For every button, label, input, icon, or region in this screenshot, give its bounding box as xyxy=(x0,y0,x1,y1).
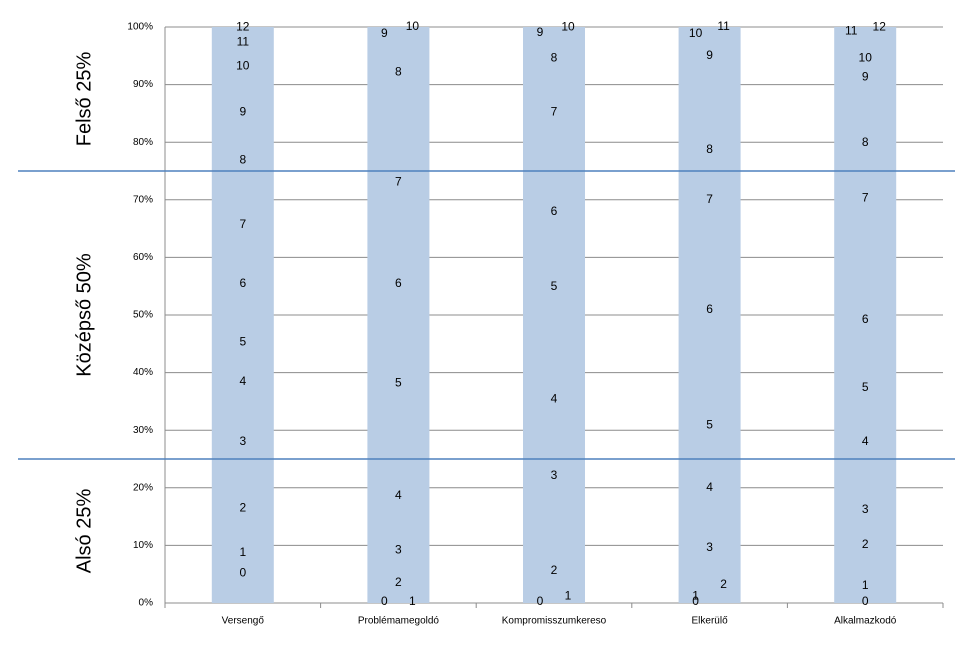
score-label: 0 xyxy=(692,594,699,608)
score-label: 0 xyxy=(239,565,246,579)
score-label: 10 xyxy=(236,58,250,72)
bar xyxy=(834,27,897,603)
score-label: 0 xyxy=(537,594,544,608)
score-label: 8 xyxy=(239,152,246,166)
score-label: 2 xyxy=(395,575,402,589)
score-label: 7 xyxy=(551,105,558,119)
y-tick-label: 70% xyxy=(133,194,153,205)
score-label: 8 xyxy=(395,64,402,78)
score-label: 0 xyxy=(862,594,869,608)
score-label: 2 xyxy=(239,500,246,514)
score-label: 6 xyxy=(239,276,246,290)
score-label: 2 xyxy=(720,577,727,591)
score-label: 3 xyxy=(239,434,246,448)
score-label: 9 xyxy=(706,48,713,62)
bar xyxy=(211,27,274,603)
score-label: 5 xyxy=(862,380,869,394)
score-label: 5 xyxy=(395,375,402,389)
score-label: 2 xyxy=(862,537,869,551)
score-label: 9 xyxy=(381,26,388,40)
score-label: 3 xyxy=(551,468,558,482)
score-label: 4 xyxy=(706,480,713,494)
y-tick-label: 50% xyxy=(133,310,153,321)
x-tick-label: Kompromisszumkereso xyxy=(502,616,607,627)
x-tick-label: Elkerülő xyxy=(692,616,729,627)
score-label: 9 xyxy=(862,69,869,83)
score-label: 3 xyxy=(395,542,402,556)
score-label: 10 xyxy=(859,50,873,64)
y-tick-label: 80% xyxy=(133,137,153,148)
score-label: 1 xyxy=(409,594,416,608)
y-tick-label: 90% xyxy=(133,79,153,90)
score-label: 12 xyxy=(236,19,250,33)
x-tick-label: Versengő xyxy=(222,616,265,627)
score-label: 1 xyxy=(692,588,699,602)
score-label: 4 xyxy=(551,391,558,405)
y-tick-label: 10% xyxy=(133,540,153,551)
y-tick-label: 40% xyxy=(133,367,153,378)
score-label: 11 xyxy=(717,19,730,33)
y-tick-label: 30% xyxy=(133,425,153,436)
score-label: 6 xyxy=(706,302,713,316)
score-label: 5 xyxy=(706,417,713,431)
band-label: Felső 25% xyxy=(73,52,95,147)
score-label: 0 xyxy=(381,594,388,608)
y-tick-label: 100% xyxy=(127,22,153,33)
score-label: 4 xyxy=(862,434,869,448)
score-label: 6 xyxy=(395,276,402,290)
y-tick-label: 60% xyxy=(133,252,153,263)
score-label: 10 xyxy=(406,19,420,33)
y-tick-label: 0% xyxy=(139,598,154,609)
score-label: 12 xyxy=(873,19,887,33)
score-label: 5 xyxy=(239,334,246,348)
score-label: 7 xyxy=(239,217,246,231)
score-label: 1 xyxy=(565,588,572,602)
score-label: 1 xyxy=(239,545,246,559)
score-label: 8 xyxy=(551,50,558,64)
x-tick-label: Problémamegoldó xyxy=(358,616,440,627)
score-label: 5 xyxy=(551,279,558,293)
score-label: 10 xyxy=(561,19,575,33)
x-tick-label: Alkalmazkodó xyxy=(834,616,897,627)
bar xyxy=(367,27,430,603)
score-label: 7 xyxy=(706,192,713,206)
score-label: 3 xyxy=(862,502,869,516)
bar xyxy=(678,27,741,603)
score-label: 8 xyxy=(706,142,713,156)
score-label: 7 xyxy=(862,190,869,204)
score-label: 10 xyxy=(689,26,703,40)
score-label: 11 xyxy=(237,34,250,48)
score-label: 11 xyxy=(845,23,858,37)
bar xyxy=(523,27,585,603)
score-label: 1 xyxy=(862,578,869,592)
band-label: Alsó 25% xyxy=(73,489,95,574)
y-tick-label: 20% xyxy=(133,482,153,493)
score-label: 6 xyxy=(551,204,558,218)
score-label: 8 xyxy=(862,135,869,149)
score-label: 4 xyxy=(395,488,402,502)
score-label: 9 xyxy=(239,105,246,119)
score-label: 2 xyxy=(551,563,558,577)
score-label: 7 xyxy=(395,174,402,188)
score-label: 4 xyxy=(239,374,246,388)
score-label: 6 xyxy=(862,312,869,326)
score-label: 9 xyxy=(537,25,544,39)
band-label: Középső 50% xyxy=(73,253,95,377)
score-label: 3 xyxy=(706,540,713,554)
